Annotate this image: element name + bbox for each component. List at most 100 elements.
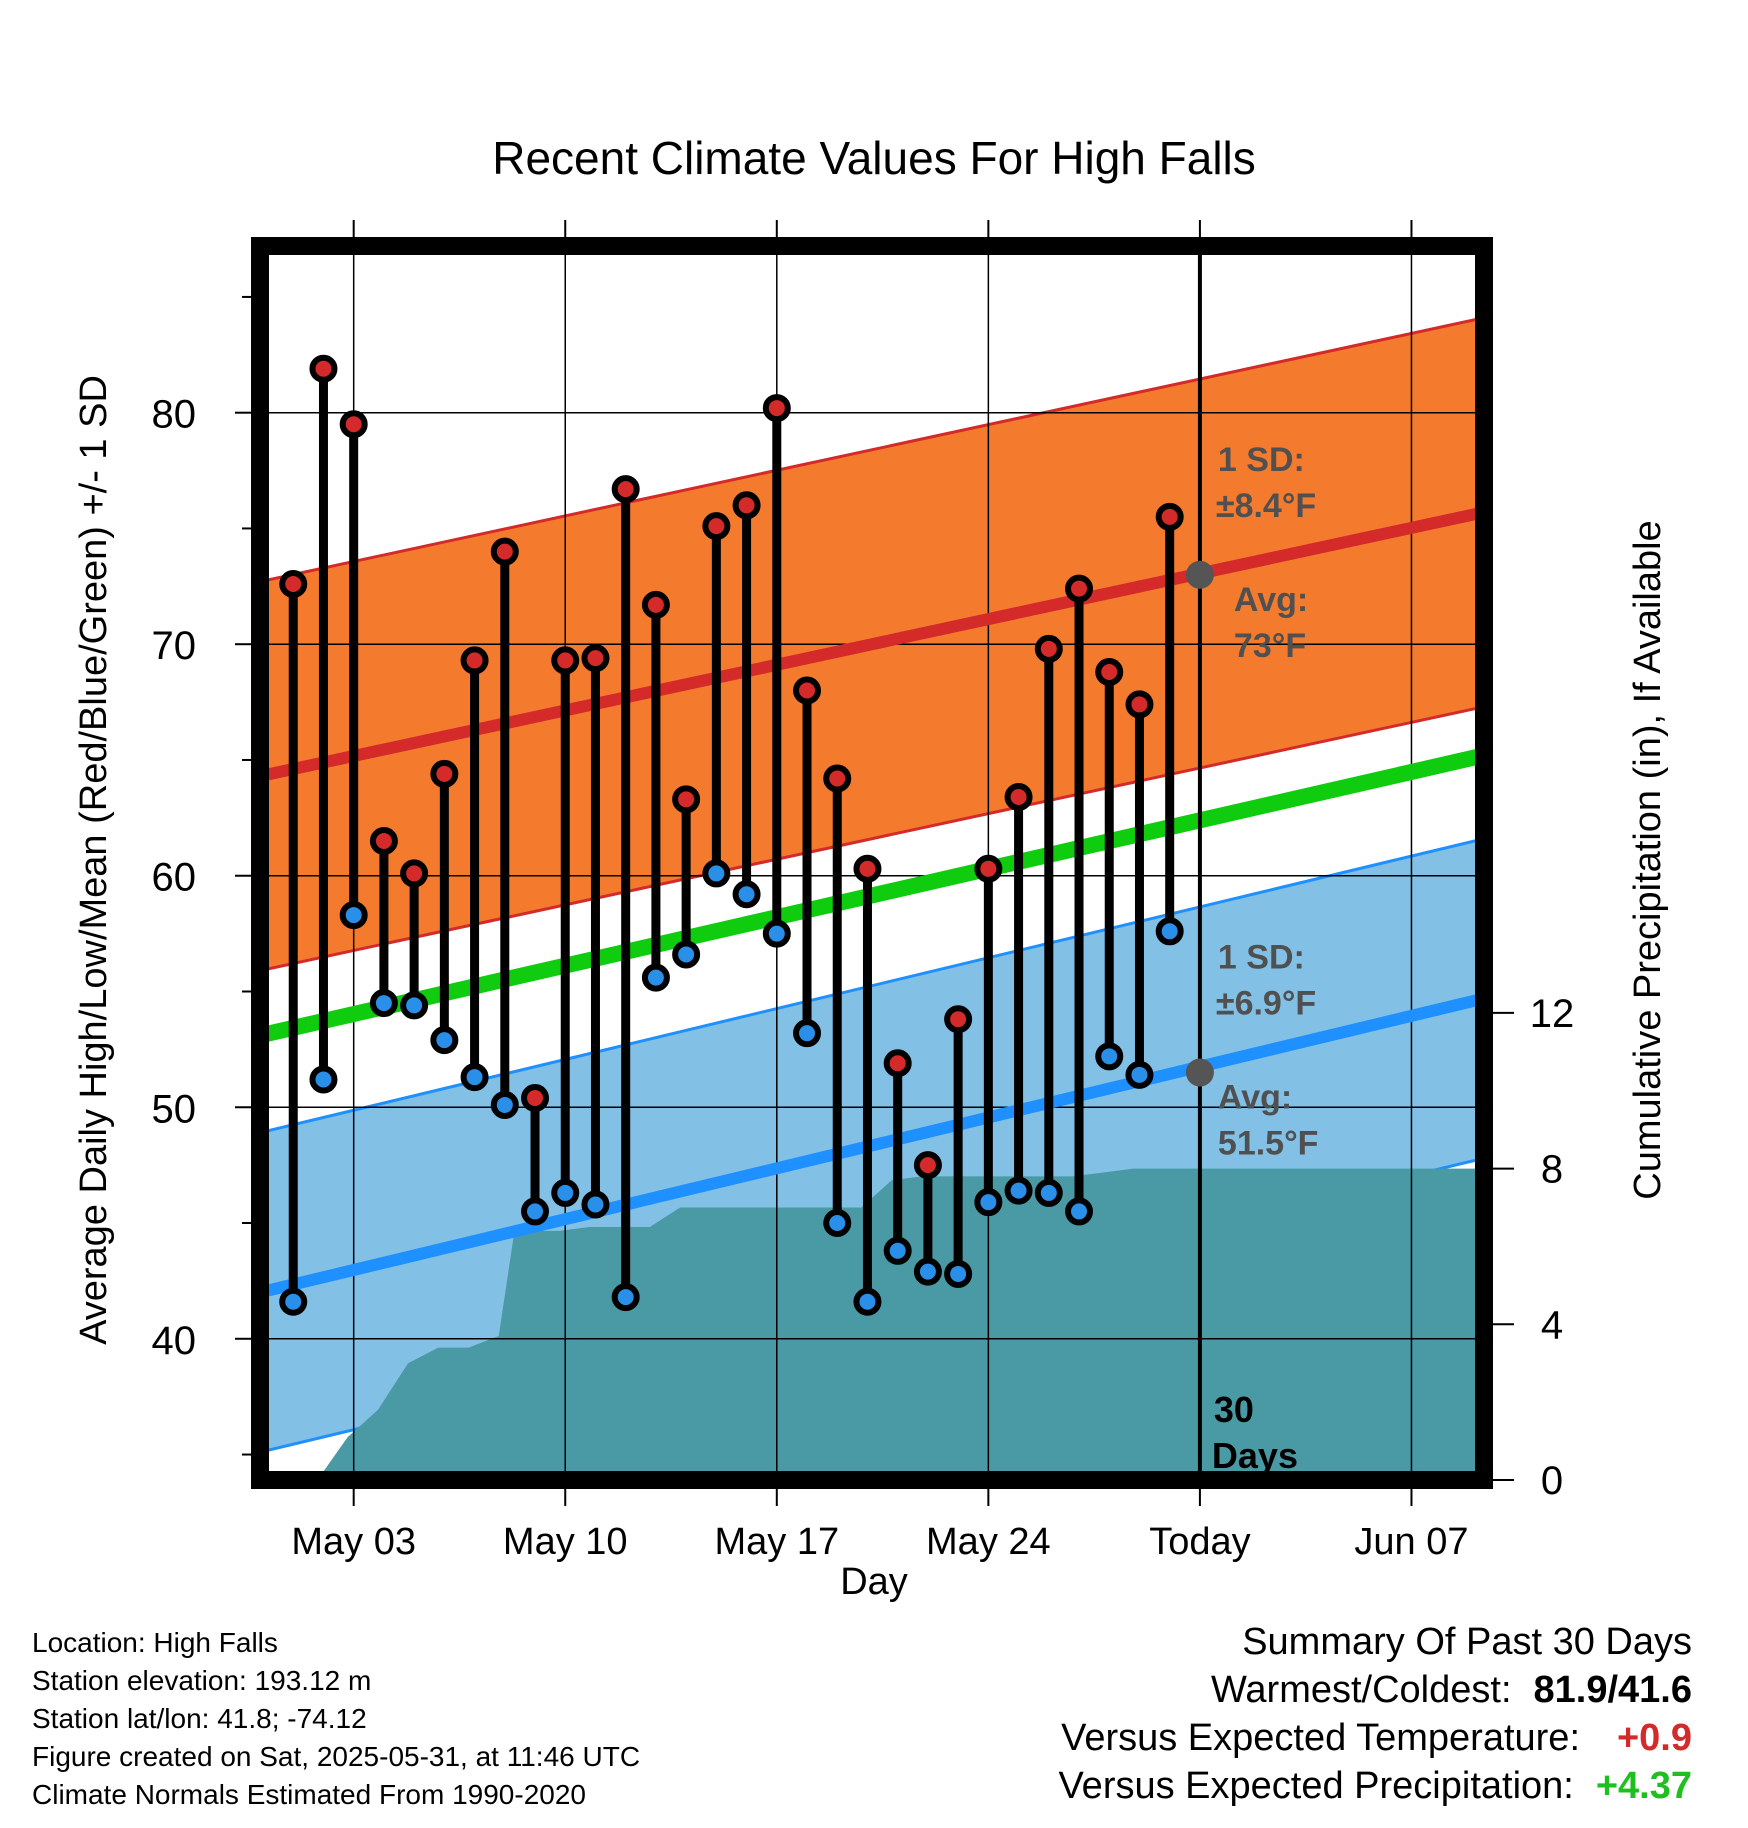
high-temp-point	[400, 859, 429, 888]
y-right-tick-label: 4	[1541, 1303, 1563, 1347]
days-word-label: Days	[1212, 1435, 1298, 1476]
y-left-tick-label: 80	[152, 393, 197, 437]
low-temp-point	[581, 1190, 610, 1219]
chart-title: Recent Climate Values For High Falls	[492, 132, 1256, 184]
low-temp-point	[611, 1283, 640, 1312]
low-sd-value: ±6.9°F	[1216, 985, 1316, 1023]
high-sd-label: 1 SD:	[1218, 441, 1305, 479]
low-temp-point	[944, 1259, 973, 1288]
expected-temp-value: +0.9	[1616, 1717, 1692, 1759]
warmest-coldest-label: Warmest/Coldest:	[1210, 1669, 1512, 1711]
low-temp-point	[551, 1178, 580, 1207]
low-temp-point	[1034, 1178, 1063, 1207]
low-temp-point	[1155, 917, 1184, 946]
x-tick-label: May 10	[503, 1521, 628, 1563]
high-temp-point	[581, 644, 610, 673]
low-temp-point	[732, 880, 761, 909]
y-right-tick-label: 8	[1541, 1148, 1563, 1192]
high-temp-point	[1065, 574, 1094, 603]
high-temp-point	[913, 1151, 942, 1180]
y-axis-label-left: Average Daily High/Low/Mean (Red/Blue/Gr…	[73, 375, 115, 1345]
figure-created: Figure created on Sat, 2025-05-31, at 11…	[32, 1741, 641, 1772]
high-temp-point	[641, 590, 670, 619]
high-avg-value: 73°F	[1234, 627, 1306, 665]
plot-frame	[251, 237, 1493, 1489]
x-tick-label: May 03	[291, 1521, 416, 1563]
high-sd-value: ±8.4°F	[1216, 487, 1316, 525]
expected-temp-label: Versus Expected Temperature:	[1061, 1717, 1580, 1759]
normal-mean-line	[260, 747, 1484, 1044]
normal-high-band-lower-edge	[260, 705, 1484, 973]
high-temp-point	[339, 410, 368, 439]
plot-area: 1 SD: ±8.4°F Avg: 73°F 1 SD: ±6.9°F Avg: 51.5°F…	[152, 220, 1574, 1563]
low-temp-point	[641, 963, 670, 992]
station-location: Location: High Falls	[32, 1627, 278, 1658]
y-axis-label-right: Cumulative Precipitation (in), If Availa…	[1627, 520, 1669, 1199]
low-avg-value: 51.5°F	[1218, 1125, 1319, 1163]
y-left-tick-label: 60	[152, 856, 197, 900]
y-left-tick-label: 50	[152, 1087, 197, 1131]
low-temp-point	[339, 901, 368, 930]
low-avg-label: Avg:	[1218, 1079, 1292, 1117]
high-temp-point	[793, 676, 822, 705]
low-temp-point	[823, 1209, 852, 1238]
low-temp-point	[521, 1197, 550, 1226]
low-temp-point	[1095, 1042, 1124, 1071]
station-latlon: Station lat/lon: 41.8; -74.12	[32, 1703, 367, 1734]
high-avg-label: Avg:	[1234, 581, 1308, 619]
precipitation-area	[317, 1168, 1484, 1480]
summary-panel: Summary Of Past 30 Days Warmest/Coldest:…	[1058, 1618, 1692, 1810]
low-temp-point	[279, 1287, 308, 1316]
today-avg-low-marker	[1185, 1058, 1214, 1087]
low-temp-point	[762, 919, 791, 948]
normal-low-line	[260, 992, 1484, 1299]
station-info: Location: High Falls Station elevation: …	[32, 1624, 640, 1814]
low-temp-point	[883, 1236, 912, 1265]
high-temp-point	[762, 394, 791, 423]
low-temp-point	[309, 1065, 338, 1094]
x-axis-label: Day	[840, 1561, 908, 1603]
low-sd-label: 1 SD:	[1218, 939, 1305, 977]
expected-precip-label: Versus Expected Precipitation:	[1058, 1765, 1574, 1807]
x-tick-label: May 17	[714, 1521, 839, 1563]
high-temp-point	[672, 785, 701, 814]
high-temp-point	[944, 1005, 973, 1034]
normal-high-band-upper-edge	[260, 316, 1484, 584]
low-temp-point	[793, 1019, 822, 1048]
x-tick-label: Today	[1149, 1521, 1250, 1563]
y-right-tick-label: 0	[1541, 1459, 1563, 1503]
warmest-coldest-value: 81.9/41.6	[1533, 1669, 1692, 1711]
low-temp-point	[913, 1257, 942, 1286]
y-left-tick-label: 70	[152, 624, 197, 668]
low-temp-point	[702, 859, 731, 888]
normal-high-line	[260, 506, 1484, 783]
today-avg-high-marker	[1185, 560, 1214, 589]
high-temp-point	[1155, 502, 1184, 531]
low-temp-point	[974, 1188, 1003, 1217]
x-tick-label: May 24	[926, 1521, 1051, 1563]
high-temp-point	[369, 827, 398, 856]
summary-title: Summary Of Past 30 Days	[1242, 1621, 1692, 1663]
low-temp-point	[490, 1090, 519, 1119]
high-temp-point	[883, 1049, 912, 1078]
high-temp-point	[1004, 783, 1033, 812]
high-temp-point	[1095, 657, 1124, 686]
high-temp-point	[611, 475, 640, 504]
climate-normals-note: Climate Normals Estimated From 1990-2020	[32, 1779, 586, 1810]
high-temp-point	[1125, 690, 1154, 719]
plot-inner: 1 SD: ±8.4°F Avg: 73°F 1 SD: ±6.9°F Avg: 51.5°F…	[260, 246, 1484, 1480]
high-temp-point	[430, 759, 459, 788]
low-temp-point	[1004, 1176, 1033, 1205]
high-temp-point	[309, 354, 338, 383]
high-temp-point	[702, 512, 731, 541]
expected-precip-value: +4.37	[1595, 1765, 1692, 1807]
high-temp-point	[732, 491, 761, 520]
high-temp-point	[853, 854, 882, 883]
high-temp-point	[974, 854, 1003, 883]
high-temp-point	[1034, 634, 1063, 663]
low-temp-point	[853, 1287, 882, 1316]
high-temp-point	[521, 1083, 550, 1112]
high-temp-point	[823, 764, 852, 793]
y-left-tick-label: 40	[152, 1319, 197, 1363]
low-temp-point	[1125, 1060, 1154, 1089]
